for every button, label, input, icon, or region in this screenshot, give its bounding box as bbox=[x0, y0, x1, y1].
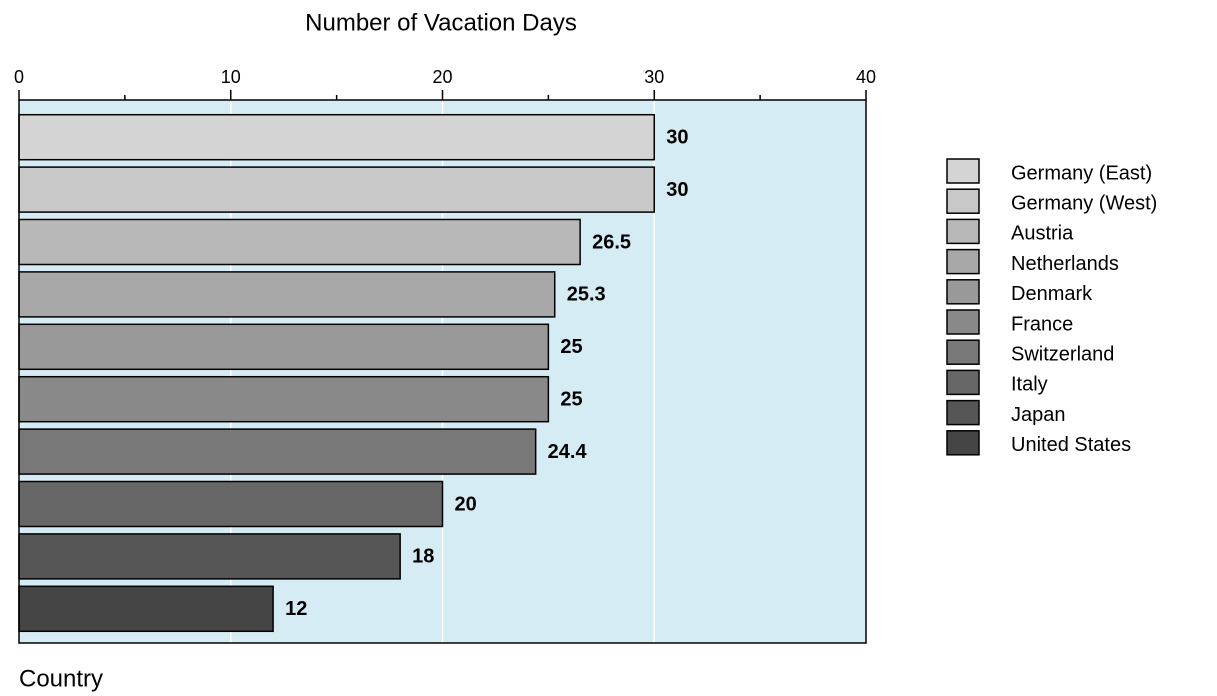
legend-label: Italy bbox=[1011, 374, 1048, 396]
legend-label: Germany (West) bbox=[1011, 192, 1157, 214]
data-label: 25.3 bbox=[567, 284, 606, 306]
x-tick-label: 40 bbox=[856, 67, 876, 87]
bar bbox=[18, 585, 274, 633]
x-tick-label: 10 bbox=[221, 67, 241, 87]
legend-swatch bbox=[946, 248, 980, 275]
legend-label: Switzerland bbox=[1011, 343, 1114, 365]
legend-swatch bbox=[946, 188, 980, 214]
legend-label: Austria bbox=[1011, 223, 1074, 245]
data-label: 25 bbox=[560, 336, 582, 358]
data-label: 18 bbox=[412, 546, 434, 568]
legend-swatch bbox=[946, 218, 980, 245]
bar bbox=[18, 218, 581, 266]
data-label: 12 bbox=[285, 598, 307, 620]
data-label: 30 bbox=[666, 179, 688, 201]
x-tick-label: 20 bbox=[432, 67, 452, 87]
legend-label: France bbox=[1011, 313, 1073, 335]
legend-swatch bbox=[946, 430, 980, 456]
legend-label: Germany (East) bbox=[1011, 162, 1152, 184]
data-label: 26.5 bbox=[592, 231, 631, 253]
legend-swatch bbox=[946, 369, 980, 396]
bar bbox=[18, 480, 444, 528]
y-axis-title: Country bbox=[19, 665, 103, 692]
legend-label: United States bbox=[1011, 434, 1131, 456]
chart-title: Number of Vacation Days bbox=[305, 9, 577, 36]
bar bbox=[18, 533, 401, 580]
x-tick-label: 30 bbox=[644, 67, 664, 87]
data-label: 25 bbox=[560, 388, 582, 410]
data-label: 20 bbox=[455, 493, 477, 515]
legend-label: Denmark bbox=[1011, 283, 1093, 305]
legend-swatch bbox=[946, 339, 980, 365]
bar bbox=[18, 271, 556, 318]
legend-swatch bbox=[946, 158, 980, 184]
legend-swatch bbox=[946, 399, 980, 426]
legend-label: Netherlands bbox=[1011, 253, 1119, 275]
x-tick-label: 0 bbox=[14, 67, 24, 87]
bar bbox=[18, 323, 550, 371]
bar bbox=[18, 428, 537, 475]
plot-border bbox=[18, 99, 867, 644]
data-label: 24.4 bbox=[548, 441, 588, 463]
bar bbox=[18, 166, 655, 213]
bar bbox=[18, 113, 655, 161]
legend-swatch bbox=[946, 279, 980, 305]
legend-label: Japan bbox=[1011, 404, 1066, 426]
bar bbox=[18, 375, 550, 423]
legend-swatch bbox=[946, 309, 980, 335]
data-label: 30 bbox=[666, 126, 688, 148]
